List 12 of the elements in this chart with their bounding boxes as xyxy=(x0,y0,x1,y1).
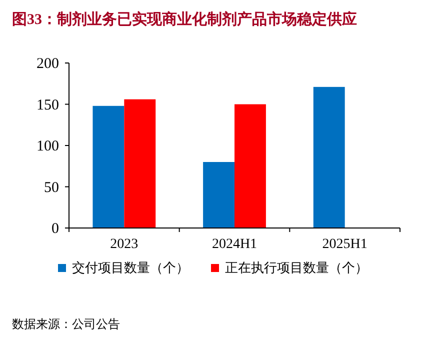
x-tick-label: 2024H1 xyxy=(212,237,258,252)
legend-label: 正在执行项目数量（个） xyxy=(225,260,368,275)
y-tick-label: 0 xyxy=(52,221,59,237)
source-note: 数据来源：公司公告 xyxy=(12,317,120,331)
x-tick-label: 2025H1 xyxy=(322,237,368,252)
legend-label: 交付项目数量（个） xyxy=(72,260,189,275)
y-tick-label: 200 xyxy=(36,56,59,72)
y-tick-label: 100 xyxy=(36,138,59,154)
y-tick-label: 150 xyxy=(36,97,59,114)
chart-title: 图33：制剂业务已实现商业化制剂产品市场稳定供应 xyxy=(12,10,357,28)
y-tick-label: 50 xyxy=(44,180,59,196)
x-tick-label: 2023 xyxy=(110,237,138,252)
